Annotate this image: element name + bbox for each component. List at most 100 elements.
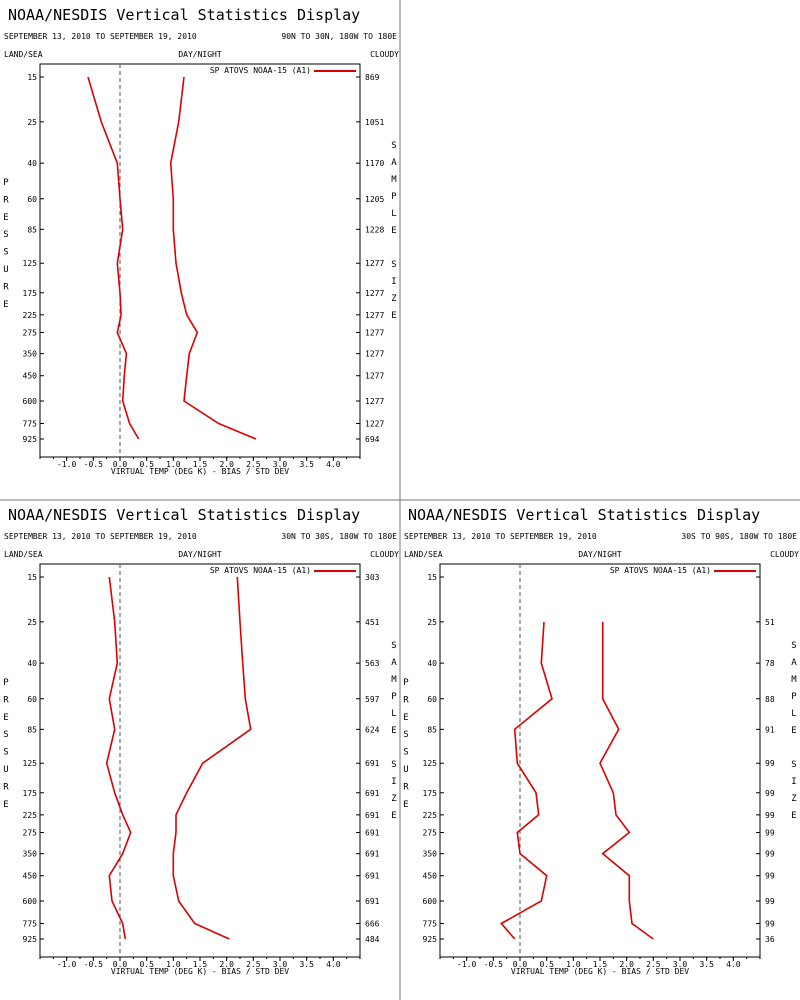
y2-axis-label-letter: M [391, 675, 397, 685]
pressure-label: 225 [23, 811, 38, 820]
day-night-flag: DAY/NIGHT [578, 550, 622, 559]
y2-axis-label-letter: L [391, 209, 396, 219]
y-axis-label-letter: R [3, 695, 9, 705]
legend-label: SP ATOVS NOAA-15 (A1) [610, 566, 711, 575]
y2-axis-label-letter: P [391, 192, 397, 202]
x-tick-label: 0.0 [513, 960, 528, 969]
date-range: SEPTEMBER 13, 2010 TO SEPTEMBER 19, 2010 [4, 532, 197, 541]
sample-size-label: 484 [365, 935, 380, 944]
sample-size-label: 624 [365, 725, 380, 734]
pressure-label: 450 [23, 372, 38, 381]
land-sea-flag: LAND/SEA [4, 50, 43, 59]
pressure-label: 450 [423, 872, 438, 881]
pressure-label: 350 [423, 850, 438, 859]
chart-panel-3: NOAA/NESDIS Vertical Statistics Display S… [403, 506, 799, 976]
x-tick-label: 4.0 [726, 960, 741, 969]
plot-frame [439, 563, 761, 958]
x-tick-label: 1.0 [166, 960, 181, 969]
y-axis-label-letter: R [3, 782, 9, 792]
sample-size-label: 1277 [365, 259, 384, 268]
pressure-label: 225 [423, 811, 438, 820]
y-axis-label-letter: R [3, 195, 9, 205]
x-tick-label: -1.0 [457, 960, 476, 969]
y-axis-label-letter: U [3, 265, 8, 275]
sample-size-label: 597 [365, 695, 380, 704]
y2-axis-label-letter: A [791, 658, 797, 668]
sample-size-label: 691 [365, 789, 380, 798]
x-tick-label: 3.0 [673, 960, 688, 969]
sample-size-label: 1205 [365, 195, 384, 204]
cloudy-flag: CLOUDY [370, 50, 399, 59]
y2-axis-label-letter: L [391, 709, 396, 719]
y2-axis-label-letter: E [391, 811, 396, 821]
sample-size-label: 1277 [365, 289, 384, 298]
x-tick-label: 2.0 [219, 460, 234, 469]
x-tick-label: 3.5 [299, 960, 314, 969]
date-range: SEPTEMBER 13, 2010 TO SEPTEMBER 19, 2010 [4, 32, 197, 41]
sample-size-label: 99 [765, 789, 775, 798]
x-tick-label: 3.5 [299, 460, 314, 469]
x-tick-label: 1.5 [193, 460, 208, 469]
region-label: 30N TO 30S, 180W TO 180E [281, 532, 397, 541]
sample-size-label: 666 [365, 919, 380, 928]
x-axis-label: VIRTUAL TEMP (DEG K) - BIAS / STD DEV [111, 967, 289, 976]
chart-title: NOAA/NESDIS Vertical Statistics Display [408, 506, 760, 524]
pressure-label: 350 [23, 350, 38, 359]
y-axis-label-letter: E [3, 300, 8, 310]
x-tick-label: 2.0 [619, 960, 634, 969]
x-tick-label: -1.0 [57, 460, 76, 469]
y-axis-label-letter: E [3, 800, 8, 810]
y-axis-label-letter: S [3, 248, 8, 258]
pressure-label: 60 [27, 195, 37, 204]
sample-size-label: 303 [365, 573, 380, 582]
land-sea-flag: LAND/SEA [4, 550, 43, 559]
y-axis-label-letter: E [3, 713, 8, 723]
y2-axis-label-letter: S [791, 760, 796, 770]
y2-axis-label-letter: M [791, 675, 797, 685]
std-dev-series-line [599, 621, 654, 940]
y-axis-label-letter: S [403, 748, 408, 758]
sample-size-label: 563 [365, 659, 380, 668]
sample-size-label: 694 [365, 435, 380, 444]
sample-size-label: 1277 [365, 311, 384, 320]
sample-size-label: 691 [365, 811, 380, 820]
x-tick-label: 0.5 [139, 960, 154, 969]
cloudy-flag: CLOUDY [370, 550, 399, 559]
pressure-label: 60 [427, 695, 437, 704]
sample-size-label: 691 [365, 759, 380, 768]
y-axis-label-letter: U [3, 765, 8, 775]
pressure-label: 175 [23, 789, 38, 798]
y2-axis-label-letter: Z [791, 794, 797, 804]
y-axis-label-letter: P [3, 678, 9, 688]
x-tick-label: 1.5 [193, 960, 208, 969]
x-axis-label: VIRTUAL TEMP (DEG K) - BIAS / STD DEV [111, 467, 289, 476]
x-tick-label: 1.5 [593, 960, 608, 969]
pressure-label: 600 [423, 897, 438, 906]
plot-frame [39, 63, 361, 458]
x-tick-label: -1.0 [57, 960, 76, 969]
x-tick-label: 0.0 [113, 960, 128, 969]
pressure-label: 25 [427, 618, 437, 627]
pressure-label: 775 [23, 919, 38, 928]
region-label: 90N TO 30N, 180W TO 180E [281, 32, 397, 41]
sample-size-label: 99 [765, 759, 775, 768]
pressure-label: 25 [27, 118, 37, 127]
pressure-label: 925 [23, 435, 38, 444]
y2-axis-label-letter: L [791, 709, 796, 719]
day-night-flag: DAY/NIGHT [178, 50, 222, 59]
y2-axis-label-letter: S [391, 641, 396, 651]
y-axis-label-letter: E [3, 213, 8, 223]
pressure-label: 275 [23, 828, 38, 837]
y-axis-label-letter: R [403, 695, 409, 705]
pressure-label: 600 [23, 397, 38, 406]
bias-series-line [500, 621, 553, 940]
sample-size-label: 1170 [365, 159, 384, 168]
pressure-label: 40 [27, 159, 37, 168]
pressure-label: 125 [23, 759, 38, 768]
y2-axis-label-letter: I [391, 277, 396, 287]
y-axis-label-letter: S [3, 230, 8, 240]
pressure-label: 125 [23, 259, 38, 268]
pressure-label: 40 [427, 659, 437, 668]
sample-size-label: 869 [365, 73, 380, 82]
